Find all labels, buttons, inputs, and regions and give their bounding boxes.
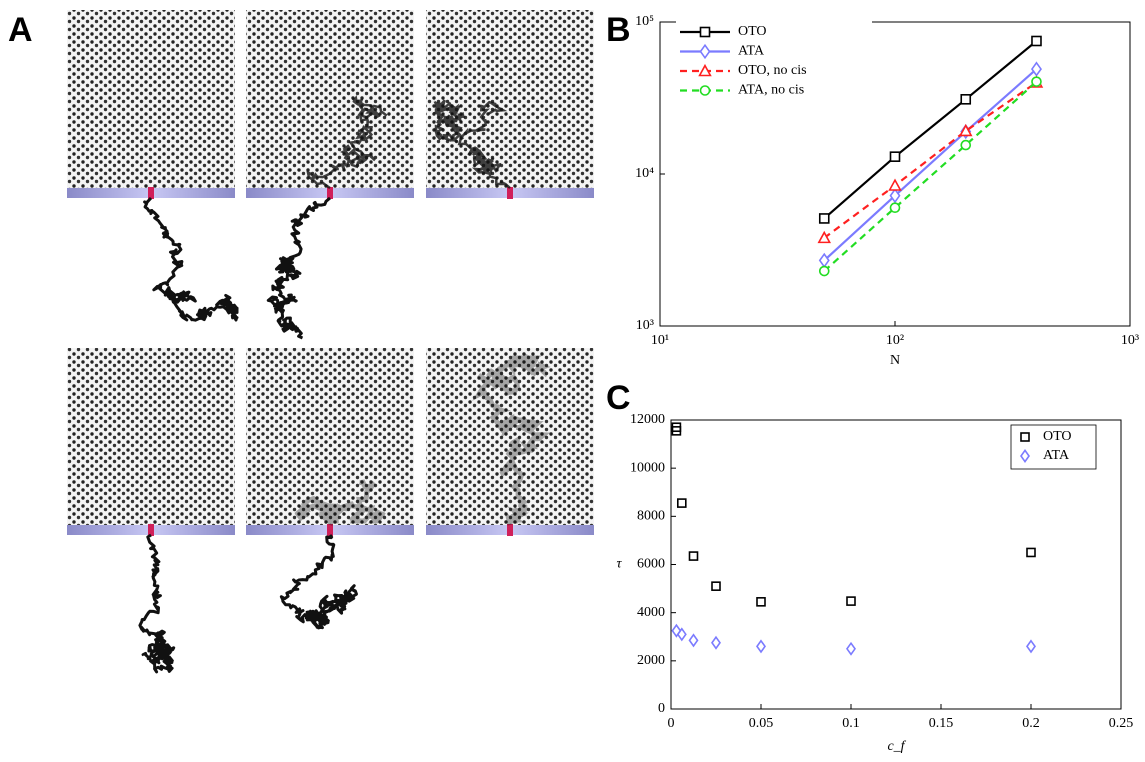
marker [889,202,901,214]
y-tick-label: 8000 [637,509,665,524]
x-tick-label: 0.15 [929,716,954,731]
marker [818,252,830,269]
x-tick-label: 0.2 [1022,716,1040,731]
marker [711,581,721,591]
polymer-trans [279,534,358,630]
series-line [823,68,1038,262]
x-tick-label: 10² [886,333,904,348]
legend-label: ATA, no cis [738,83,804,98]
solvent-box [246,10,414,188]
x-tick-label: 0.1 [842,716,860,731]
solvent-box [426,10,594,188]
marker [960,94,972,105]
marker [688,633,699,648]
y-tick-label: 12000 [630,412,665,427]
pore [327,524,333,536]
marker [1031,76,1042,87]
x-tick-label: 0.05 [749,716,774,731]
polymer-cis [472,352,551,526]
legend-label: OTO [1043,429,1072,444]
solvent-box [67,10,235,188]
series-line [823,81,1038,239]
x-tick-label: 10¹ [651,333,669,348]
legend-label: OTO, no cis [738,63,807,78]
series-line [823,80,1038,272]
marker [699,85,711,96]
panel-label: B [606,11,631,49]
marker [676,627,687,642]
polymer-cis [294,479,386,526]
y-tick-label: 10⁵ [635,14,654,29]
marker [817,230,832,244]
legend-label: ATA [738,44,765,59]
marker [699,26,711,38]
marker [676,498,687,508]
y-tick-label: 4000 [637,605,665,620]
y-tick-label: 10⁴ [635,166,654,181]
marker [889,188,901,204]
y-tick-label: 10³ [636,318,654,333]
solvent-box [426,348,594,525]
marker [846,596,856,606]
marker [818,213,830,224]
marker [818,265,830,277]
polymer-trans [138,533,176,674]
marker [1026,639,1036,654]
legend-label: OTO [738,24,767,39]
pore [507,187,513,199]
marker [846,641,856,656]
marker [671,623,682,638]
polymer-cis [306,94,388,190]
x-tick-label: 0.25 [1109,716,1134,731]
legend-label: ATA [1043,448,1070,463]
pore [148,524,154,536]
marker [889,151,901,162]
marker [756,639,766,654]
pore [327,187,333,199]
x-axis-label: N [890,353,900,368]
marker [960,139,972,151]
marker [699,43,711,60]
pore [148,187,154,199]
marker [698,63,712,77]
polymer-trans [143,196,239,322]
x-axis-label: c_f [887,739,906,754]
panel-label: C [606,379,631,417]
y-tick-label: 0 [658,701,665,716]
pore [507,524,513,536]
marker [1030,61,1042,77]
marker [711,635,721,650]
y-tick-label: 10000 [630,460,665,475]
marker [1026,547,1036,558]
marker [888,178,902,191]
marker [1020,432,1030,442]
marker [1020,449,1030,463]
solvent-box [246,348,414,525]
polymer-trans [266,196,331,340]
solvent-box [67,348,235,525]
marker [1031,35,1042,47]
marker [671,426,682,436]
y-axis-label: τ [616,557,622,572]
marker [756,597,766,607]
x-tick-label: 0 [668,716,675,731]
marker [958,123,973,137]
polymer-cis [432,99,511,189]
y-tick-label: 2000 [637,653,665,668]
series-line [823,40,1038,220]
simulation-snapshots [67,10,594,674]
x-tick-label: 10³ [1121,333,1139,348]
marker [688,551,699,561]
y-tick-label: 6000 [637,557,665,572]
panel-label: A [8,11,33,49]
